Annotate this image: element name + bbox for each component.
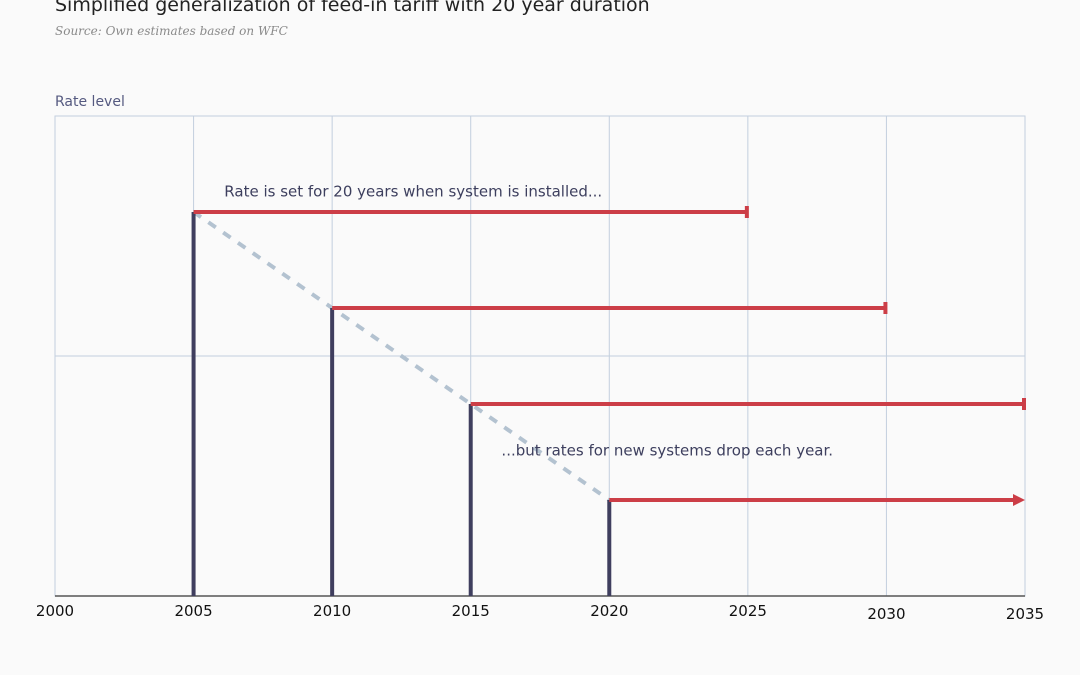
x-tick-label: 2015: [452, 602, 490, 620]
y-axis-label: Rate level: [55, 94, 125, 110]
chart-source: Source: Own estimates based on WFC: [55, 24, 288, 38]
x-tick-label: 2005: [174, 602, 212, 620]
x-tick-label: 2025: [729, 602, 767, 620]
annotation: ...but rates for new systems drop each y…: [501, 442, 833, 460]
x-tick-label: 2035: [1006, 605, 1044, 623]
tariff-arrowhead: [1013, 494, 1025, 506]
x-tick-label: 2020: [590, 602, 628, 620]
x-tick-label: 2000: [36, 602, 74, 620]
decline-dashed-line: [192, 210, 611, 502]
x-tick-label: 2010: [313, 602, 351, 620]
chart-title: Simplified generalization of feed-in tar…: [55, 0, 650, 16]
annotation: Rate is set for 20 years when system is …: [224, 182, 602, 200]
x-tick-label: 2030: [867, 605, 905, 623]
